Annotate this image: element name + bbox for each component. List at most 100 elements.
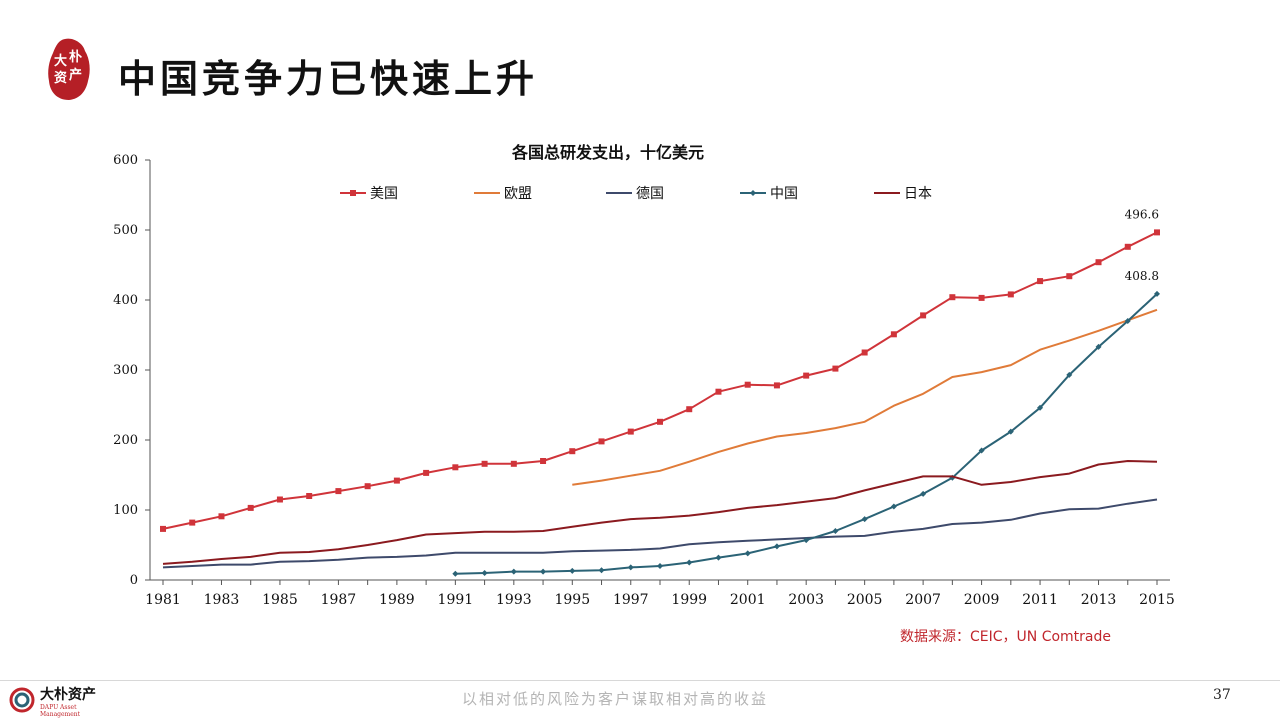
legend-item-美国: 美国 — [340, 186, 398, 202]
page-title: 中国竞争力已快速上升 — [118, 56, 539, 101]
data-point — [510, 460, 517, 467]
y-tick-label: 300 — [113, 363, 138, 378]
data-point — [686, 406, 693, 413]
legend-item-中国: 中国 — [740, 186, 798, 202]
data-point — [861, 516, 868, 523]
data-point — [452, 464, 459, 471]
footer-brand-logo: 大朴资产 DAPU Asset Management — [8, 684, 118, 718]
data-point — [657, 563, 663, 569]
data-point — [598, 567, 605, 574]
series-line-美国 — [162, 231, 1158, 530]
data-point — [978, 447, 985, 454]
data-point — [627, 428, 634, 435]
legend-label: 日本 — [904, 186, 932, 202]
data-point — [949, 294, 956, 301]
data-label: 408.8 — [1125, 269, 1159, 283]
data-point — [744, 381, 751, 388]
data-point — [569, 448, 576, 455]
footer-divider — [0, 680, 1280, 681]
x-tick-label: 1991 — [438, 592, 474, 608]
series-line-欧盟 — [572, 308, 1158, 486]
legend-marker — [350, 190, 356, 196]
legend-label: 中国 — [770, 186, 798, 202]
legend-item-欧盟: 欧盟 — [474, 186, 532, 202]
legend-item-德国: 德国 — [606, 186, 664, 202]
data-point — [978, 294, 985, 301]
x-tick-label: 2003 — [788, 592, 824, 608]
data-point — [832, 528, 839, 534]
data-point — [598, 438, 605, 445]
data-point — [218, 513, 225, 520]
data-point — [276, 496, 283, 503]
data-point — [1066, 371, 1073, 378]
legend-marker — [750, 190, 756, 196]
legend-item-日本: 日本 — [874, 186, 932, 202]
y-tick-label: 400 — [113, 293, 138, 308]
x-tick-label: 1989 — [379, 592, 415, 608]
x-tick-label: 2011 — [1022, 592, 1058, 608]
data-point — [540, 458, 547, 464]
data-point — [481, 460, 488, 467]
data-point — [1095, 259, 1102, 266]
seal-char-3: 资 — [54, 70, 67, 86]
data-point — [189, 519, 196, 526]
chart-series — [160, 229, 1160, 577]
data-point — [686, 559, 693, 566]
data-point — [364, 483, 371, 490]
x-tick-label: 2015 — [1139, 592, 1175, 608]
x-tick-label: 2007 — [905, 592, 941, 608]
page-number: 37 — [1213, 687, 1231, 703]
data-point — [1007, 428, 1014, 435]
data-point — [1066, 273, 1073, 280]
seal-char-1: 大 — [54, 53, 67, 69]
y-tick-label: 500 — [113, 223, 138, 238]
x-tick-label: 1997 — [613, 592, 649, 608]
data-point — [1124, 318, 1131, 324]
y-tick-label: 100 — [113, 503, 138, 518]
data-point — [247, 504, 254, 511]
data-point — [423, 469, 430, 476]
legend-label: 德国 — [636, 186, 664, 202]
data-point — [335, 488, 342, 495]
data-point — [803, 372, 810, 379]
x-tick-label: 2013 — [1081, 592, 1117, 608]
data-point — [890, 503, 897, 510]
series-line-德国 — [162, 498, 1158, 569]
series-line-日本 — [162, 460, 1158, 565]
data-point — [773, 543, 780, 550]
data-point — [306, 493, 313, 499]
x-tick-label: 2009 — [964, 592, 1000, 608]
y-tick-label: 0 — [130, 573, 138, 588]
legend-label: 欧盟 — [504, 186, 532, 202]
data-point — [1007, 291, 1014, 298]
data-point — [160, 525, 166, 532]
data-point — [715, 388, 722, 395]
chart-title: 各国总研发支出，十亿美元 — [511, 143, 704, 162]
data-point — [569, 567, 576, 574]
data-point — [803, 537, 810, 544]
chart-legend: 美国 欧盟 德国 中国 日本 — [340, 186, 932, 202]
x-tick-label: 1985 — [262, 592, 298, 608]
footer-brand-sub: DAPU Asset Management — [40, 704, 81, 718]
x-tick-label: 2001 — [730, 592, 766, 608]
data-point — [510, 568, 517, 575]
brand-seal-logo: 大 朴 资 产 — [48, 38, 90, 100]
data-point — [861, 349, 868, 356]
data-point — [1037, 278, 1044, 285]
data-point — [890, 331, 897, 338]
chart-axes: 0 100 200 300 400 500 600 1981 1983 1985 1987 1989 1… — [113, 153, 1175, 608]
data-point — [481, 570, 488, 576]
seal-char-4: 产 — [69, 67, 82, 83]
data-label: 496.6 — [1125, 207, 1159, 221]
footer-brand-name: 大朴资产 — [40, 687, 96, 703]
x-tick-label: 1981 — [145, 592, 181, 608]
legend-label: 美国 — [370, 186, 398, 202]
data-point — [540, 568, 547, 575]
data-point — [1154, 290, 1160, 297]
y-tick-label: 200 — [113, 433, 138, 448]
data-point — [920, 312, 927, 319]
brand-circle-icon — [9, 687, 35, 713]
data-point — [452, 570, 459, 577]
data-point — [627, 564, 634, 571]
